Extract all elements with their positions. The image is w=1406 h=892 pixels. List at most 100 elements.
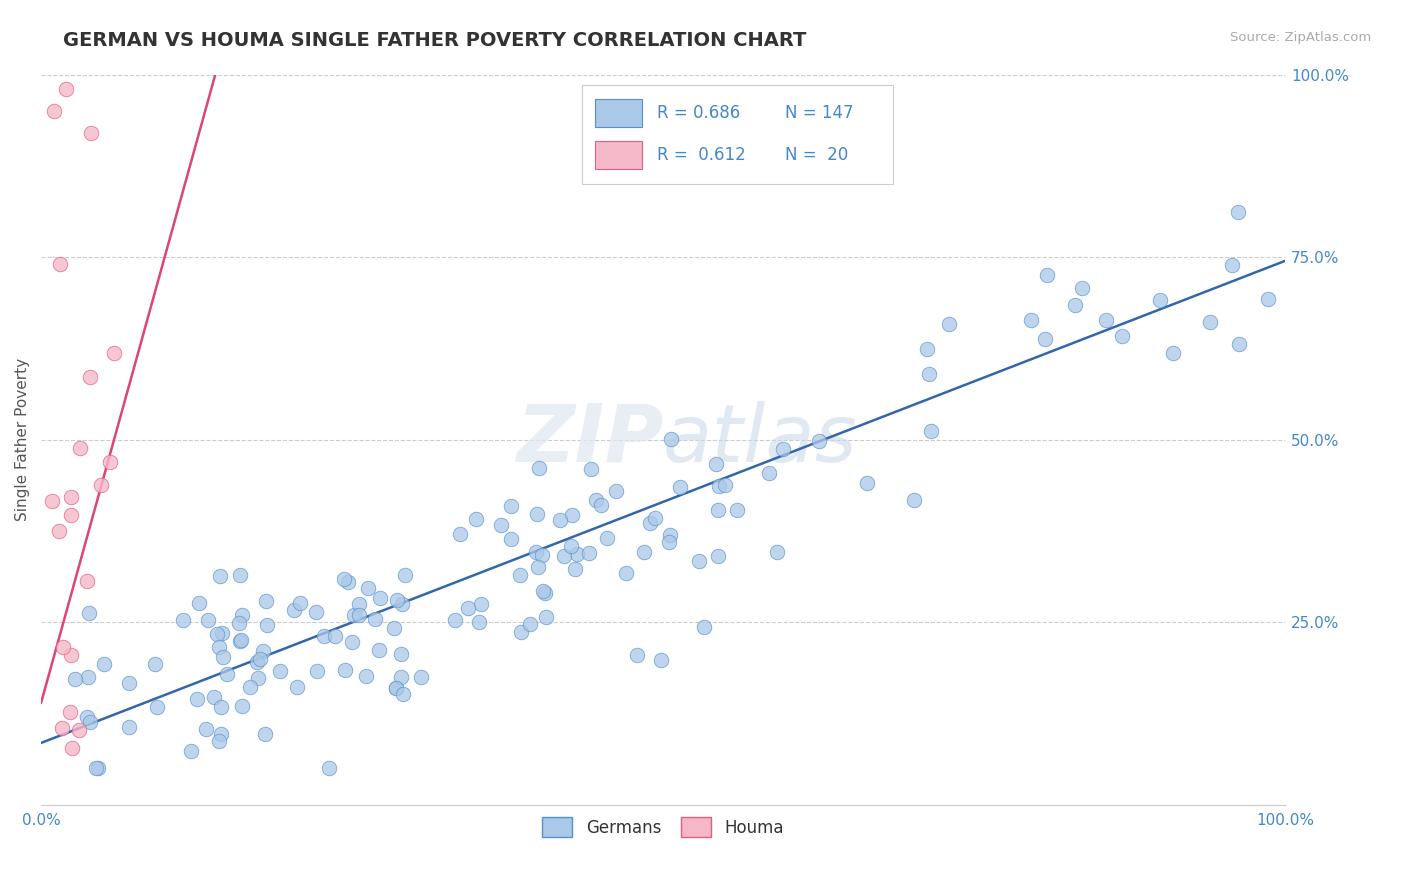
Text: ZIP: ZIP [516, 401, 664, 479]
Point [307, 664, 329, 678]
Point [252, 644, 274, 658]
Point [253, 727, 276, 741]
Point [1095, 313, 1118, 327]
Point [1064, 298, 1087, 312]
Point [579, 462, 602, 476]
Point [288, 596, 311, 610]
Point [231, 699, 253, 714]
Point [644, 511, 666, 525]
Point [312, 629, 335, 643]
Point [42, 103, 65, 118]
Point [59, 490, 82, 504]
Point [188, 596, 211, 610]
Point [79, 370, 101, 384]
Point [172, 613, 194, 627]
Point [211, 625, 233, 640]
Point [585, 493, 607, 508]
Point [52, 640, 75, 654]
Point [457, 601, 479, 615]
Point [565, 547, 588, 561]
Point [524, 545, 547, 559]
Point [704, 457, 727, 471]
Point [202, 690, 225, 705]
Point [560, 508, 582, 522]
FancyBboxPatch shape [595, 141, 643, 169]
Point [385, 681, 408, 695]
Point [208, 640, 231, 654]
Point [706, 503, 728, 517]
Point [917, 342, 939, 356]
Point [59, 508, 82, 522]
Point [103, 345, 125, 359]
Point [49, 256, 72, 270]
Point [519, 617, 541, 632]
Point [658, 528, 681, 542]
Point [669, 480, 692, 494]
Point [283, 603, 305, 617]
Point [231, 608, 253, 623]
Legend: Germans, Houma: Germans, Houma [536, 811, 790, 844]
Point [63, 672, 86, 686]
Point [305, 605, 328, 619]
Point [209, 700, 232, 714]
Point [382, 621, 405, 635]
Point [548, 513, 571, 527]
Point [714, 478, 737, 492]
Point [51, 721, 73, 735]
Point [449, 527, 471, 541]
Point [76, 574, 98, 588]
Point [534, 609, 557, 624]
Point [77, 606, 100, 620]
Point [246, 655, 269, 669]
Text: N = 147: N = 147 [785, 104, 853, 122]
Point [356, 582, 378, 596]
Point [197, 613, 219, 627]
Point [920, 424, 942, 438]
Point [90, 478, 112, 492]
Point [254, 594, 277, 608]
Point [626, 648, 648, 662]
Point [1257, 292, 1279, 306]
Point [323, 629, 346, 643]
FancyBboxPatch shape [582, 86, 893, 184]
Point [231, 633, 253, 648]
Text: R = 0.686: R = 0.686 [657, 104, 740, 122]
Y-axis label: Single Father Poverty: Single Father Poverty [15, 359, 30, 521]
Point [368, 591, 391, 605]
Point [758, 466, 780, 480]
Point [596, 532, 619, 546]
Point [470, 597, 492, 611]
Point [693, 620, 716, 634]
Point [59, 705, 82, 719]
Point [212, 650, 235, 665]
Point [342, 607, 364, 622]
Point [229, 567, 252, 582]
Point [389, 670, 412, 684]
Point [640, 516, 662, 530]
Point [903, 493, 925, 508]
Point [367, 642, 389, 657]
Point [707, 549, 730, 563]
Point [394, 568, 416, 582]
Point [468, 615, 491, 629]
Point [1149, 293, 1171, 308]
Point [59, 648, 82, 662]
Point [180, 743, 202, 757]
Point [1222, 258, 1244, 272]
Point [60, 740, 83, 755]
Point [69, 442, 91, 456]
Point [285, 681, 308, 695]
Point [333, 572, 356, 586]
Point [807, 434, 830, 449]
Point [247, 671, 270, 685]
Point [143, 657, 166, 671]
Point [1036, 268, 1059, 282]
Point [772, 442, 794, 457]
Point [509, 568, 531, 582]
Point [389, 647, 412, 661]
Point [55, 82, 77, 96]
Point [93, 657, 115, 672]
Point [354, 669, 377, 683]
Point [533, 586, 555, 600]
Point [633, 544, 655, 558]
